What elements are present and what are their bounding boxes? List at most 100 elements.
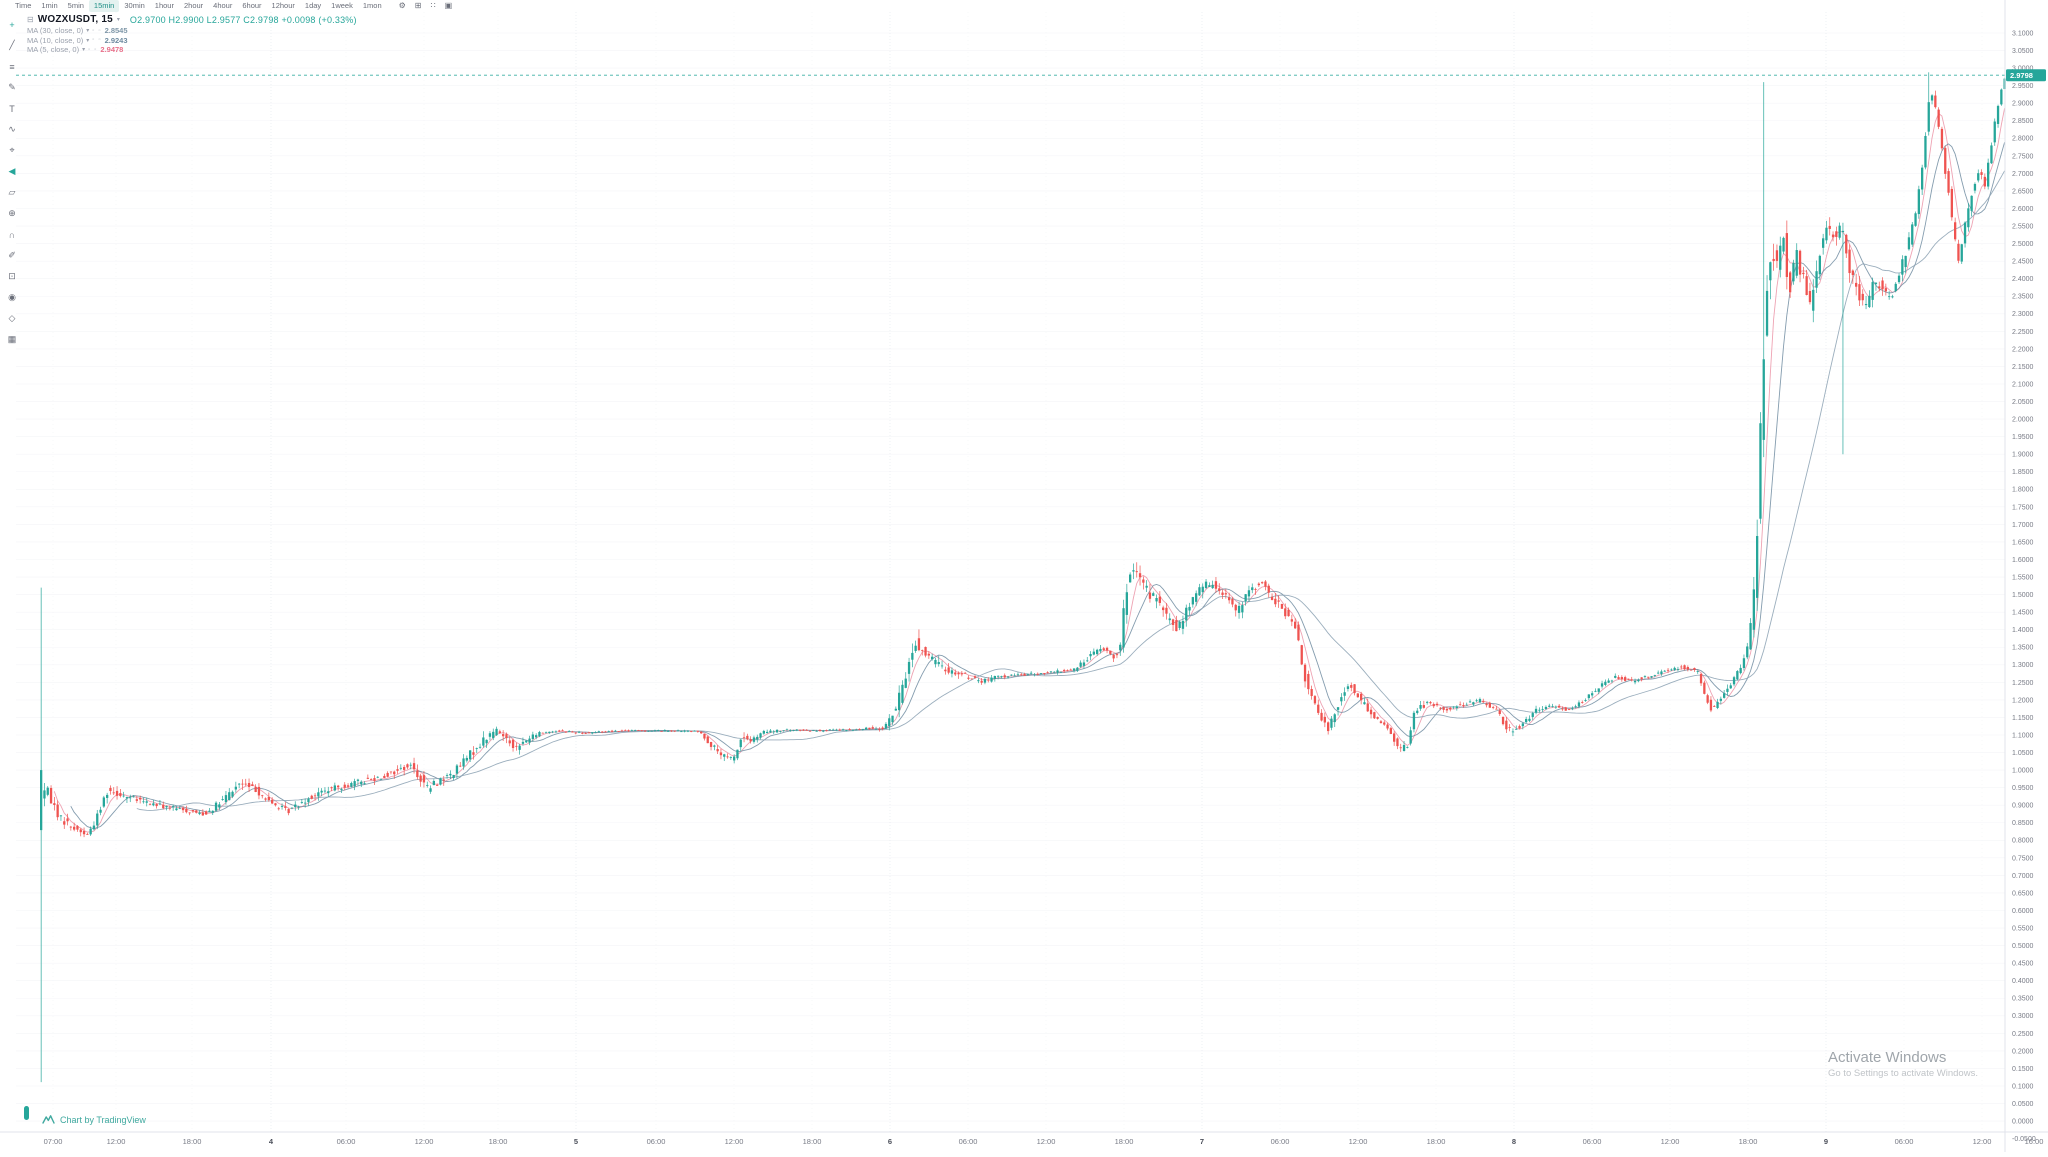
indicator-settings-icon[interactable]: ▫ — [98, 27, 102, 34]
timeframe-5min[interactable]: 5min — [67, 1, 84, 10]
text-tool-icon[interactable]: T — [9, 103, 15, 114]
candle-body — [858, 729, 861, 730]
price-tick-label: 0.4000 — [2012, 978, 2034, 985]
time-tick-label: 12:00 — [1037, 1137, 1056, 1146]
chevron-down-icon[interactable]: ▾ — [116, 17, 120, 23]
trend-line-tool-icon[interactable]: ╱ — [9, 40, 15, 50]
candle-body — [759, 733, 762, 738]
indicator-settings-icon[interactable]: ▫ — [98, 37, 102, 43]
settings-gear-icon[interactable]: ⚙ — [398, 1, 406, 10]
arrow-marker-tool-icon[interactable]: ◀ — [8, 166, 16, 176]
timeframe-1day[interactable]: 1day — [304, 1, 322, 10]
indicator-row-ma30[interactable]: MA (30, close, 0) ▾ ▫ ▫ 2.8545 — [27, 26, 357, 35]
candle-body — [584, 733, 587, 734]
lock-all-tool-icon[interactable]: ⊡ — [8, 271, 16, 281]
candle-body — [1383, 722, 1386, 725]
candle-body — [1105, 647, 1109, 651]
candle-body — [1327, 722, 1330, 732]
candle-body — [106, 794, 109, 798]
timeframe-1hour[interactable]: 1hour — [154, 1, 174, 10]
tradingview-attribution[interactable]: Chart by TradingView — [42, 1114, 146, 1125]
indicator-eye-icon[interactable]: ▫ — [88, 46, 92, 53]
fullscreen-icon[interactable]: ∷ — [430, 1, 436, 10]
candle-body — [1409, 730, 1412, 744]
indicator-eye-icon[interactable]: ▫ — [92, 27, 96, 34]
candle-body — [1607, 680, 1610, 683]
remove-drawings-trash-icon[interactable]: ▦ — [7, 334, 17, 344]
candle-body — [1066, 670, 1069, 672]
chevron-down-icon[interactable]: ▾ — [86, 28, 90, 34]
candle-body — [241, 783, 244, 785]
zoom-in-tool-icon[interactable]: ⊕ — [8, 208, 16, 218]
candle-body — [1538, 709, 1541, 711]
activate-windows-watermark: Activate Windows Go to Settings to activ… — [1828, 1049, 1978, 1079]
candle-body — [515, 745, 518, 747]
time-tick-label: 6 — [888, 1137, 892, 1146]
candle-body — [1277, 600, 1280, 602]
measure-ruler-tool-icon[interactable]: ▱ — [8, 187, 16, 197]
timeframe-15min[interactable]: 15min — [88, 0, 120, 12]
candle-body — [1119, 644, 1122, 651]
timeframe-2hour[interactable]: 2hour — [183, 1, 204, 10]
candle-body — [1251, 587, 1254, 591]
candle-body — [1993, 121, 1996, 143]
popup-window-icon[interactable]: ⊞ — [414, 1, 422, 10]
forecast-tool-icon[interactable]: ⌖ — [9, 145, 15, 155]
indicator-row-ma10[interactable]: MA (10, close, 0) ▾ ▫ ▫ 2.9243 — [27, 36, 357, 45]
fib-retracement-tool-icon[interactable]: ≡ — [9, 61, 15, 72]
timeframe-time[interactable]: Time — [15, 1, 32, 10]
indicator-settings-icon[interactable]: ▫ — [94, 46, 98, 53]
candle-body — [1363, 702, 1366, 705]
indicator-row-ma5[interactable]: MA (5, close, 0) ▾ ▫ ▫ 2.9478 — [27, 45, 357, 54]
candle-body — [1614, 675, 1617, 678]
timeframe-1mon[interactable]: 1mon — [362, 1, 382, 10]
candle-body — [1006, 676, 1010, 678]
candle-body — [531, 734, 534, 739]
timeframe-1min[interactable]: 1min — [41, 1, 58, 10]
candle-body — [389, 771, 393, 773]
object-tree-icon[interactable]: ◇ — [8, 313, 16, 323]
price-tick-label: 1.2000 — [2012, 697, 2034, 704]
timeframe-4hour[interactable]: 4hour — [213, 1, 233, 10]
timeframe-1week[interactable]: 1week — [331, 1, 353, 10]
brush-tool-icon[interactable]: ✎ — [8, 82, 16, 92]
candle-body — [1732, 677, 1736, 685]
candle-body — [1076, 667, 1079, 671]
candle-body — [1129, 574, 1132, 583]
xabcd-pattern-tool-icon[interactable]: ∿ — [8, 124, 16, 134]
legend-toggle-pill[interactable] — [24, 1106, 29, 1120]
candle-body — [1558, 705, 1561, 708]
timeframe-30min[interactable]: 30min — [124, 1, 145, 10]
candle-body — [1835, 231, 1838, 238]
symbol-title[interactable]: WOZXUSDT, 15 — [37, 14, 113, 25]
price-axis[interactable]: 3.1000 3.0500 3.0000 2.9500 2.9000 2.8500 2.80… — [2012, 30, 2036, 1143]
candle-body — [663, 730, 666, 732]
candle-body — [132, 796, 135, 798]
symbol-menu-icon[interactable]: ⊟ — [27, 15, 34, 24]
crosshair-tool-icon[interactable]: + — [9, 19, 15, 30]
hide-all-tool-icon[interactable]: ◉ — [8, 292, 16, 302]
candle-body — [1861, 293, 1864, 301]
indicator-eye-icon[interactable]: ▫ — [92, 37, 96, 43]
candle-body — [1036, 673, 1039, 675]
candle-body — [257, 786, 261, 796]
camera-snapshot-icon[interactable]: ▣ — [444, 1, 453, 10]
chevron-down-icon[interactable]: ▾ — [82, 47, 86, 53]
time-axis[interactable]: 07:00 12:00 18:00 4 06:00 12:00 18:00 5 06:00 12:… — [44, 1137, 2044, 1146]
candle-body — [1049, 671, 1053, 673]
timeframe-12hour[interactable]: 12hour — [271, 1, 295, 10]
moving-average-lines — [53, 108, 2006, 833]
candle-body — [1676, 669, 1680, 671]
drawing-mode-tool-icon[interactable]: ✐ — [8, 250, 16, 260]
candle-body — [597, 731, 600, 733]
candle-body — [647, 730, 650, 732]
price-tick-label: 3.0000 — [2012, 66, 2034, 73]
timeframe-6hour[interactable]: 6hour — [242, 1, 262, 10]
price-tick-label: 0.7000 — [2012, 873, 2034, 880]
magnet-tool-icon[interactable]: ∩ — [8, 229, 16, 240]
chevron-down-icon[interactable]: ▾ — [86, 37, 90, 44]
price-tick-label: 2.5500 — [2012, 223, 2034, 230]
candle-body — [1478, 699, 1482, 703]
candle-body — [1624, 677, 1627, 681]
